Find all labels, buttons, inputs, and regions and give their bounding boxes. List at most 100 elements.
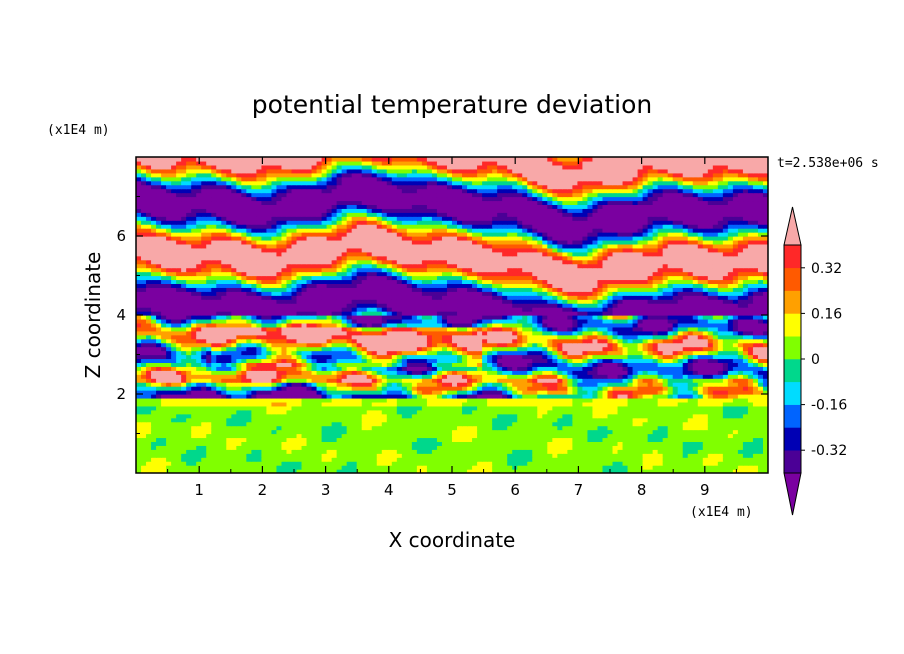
field-cell [141, 405, 147, 411]
field-cell [552, 386, 558, 391]
field-cell [617, 457, 624, 462]
field-cell [722, 326, 729, 332]
field-cell [652, 429, 659, 435]
field-cell [391, 421, 398, 427]
field-cell [472, 322, 478, 328]
field-cell [592, 326, 599, 332]
field-cell [401, 394, 408, 399]
field-cell [136, 374, 142, 379]
field-cell [682, 405, 689, 411]
field-cell [532, 409, 538, 415]
field-cell [707, 461, 714, 466]
field-cell [697, 457, 704, 462]
field-cell [532, 394, 538, 399]
field-cell [552, 370, 558, 375]
field-cell [401, 322, 408, 328]
field-cell [416, 326, 423, 332]
field-cell [707, 417, 714, 423]
field-cell [732, 465, 739, 470]
field-cell [221, 457, 227, 462]
field-cell [286, 465, 293, 470]
field-cell [552, 465, 558, 470]
field-cell [436, 394, 443, 399]
field-cell [331, 421, 338, 427]
field-cell [301, 382, 308, 387]
field-cell [251, 445, 257, 450]
field-cell [567, 461, 573, 466]
field-cell [612, 326, 619, 332]
field-cell [146, 386, 152, 391]
field-cell [637, 370, 644, 375]
field-cell [361, 469, 368, 473]
field-cell [391, 326, 398, 332]
field-cell [251, 390, 257, 395]
field-cell [271, 437, 278, 442]
field-cell [607, 405, 614, 411]
field-cell [446, 362, 453, 367]
field-cell [757, 421, 764, 427]
field-cell [151, 374, 157, 379]
field-cell [512, 346, 518, 352]
field-cell [597, 390, 604, 395]
field-cell [642, 433, 649, 439]
field-cell [181, 354, 187, 360]
field-cell [326, 409, 333, 415]
field-cell [356, 334, 363, 340]
field-cell [181, 390, 187, 395]
field-cell [156, 354, 162, 360]
field-cell [517, 429, 523, 435]
field-cell [727, 338, 734, 344]
field-cell [361, 425, 368, 431]
field-cell [697, 461, 704, 466]
field-cell [426, 417, 433, 423]
field-cell [577, 461, 584, 466]
field-cell [321, 350, 328, 356]
field-cell [582, 465, 589, 470]
field-cell [436, 358, 443, 363]
field-cell [286, 394, 293, 399]
field-cell [386, 390, 393, 395]
field-cell [522, 413, 528, 419]
field-cell [341, 445, 348, 450]
field-cell [331, 386, 338, 391]
field-cell [612, 350, 619, 356]
field-cell [697, 322, 704, 328]
field-cell [557, 461, 563, 466]
field-cell [572, 421, 578, 427]
field-cell [682, 390, 689, 395]
field-cell [416, 433, 423, 439]
field-cell [236, 457, 242, 462]
field-cell [752, 425, 759, 431]
field-cell [406, 469, 413, 473]
field-cell [251, 370, 257, 375]
field-cell [361, 334, 368, 340]
field-cell [351, 441, 358, 446]
field-cell [752, 441, 759, 446]
field-cell [261, 437, 268, 442]
field-cell [612, 457, 619, 462]
field-cell [281, 413, 288, 419]
field-cell [502, 441, 508, 446]
field-cell [467, 390, 473, 395]
field-cell [291, 386, 298, 391]
field-cell [562, 421, 568, 427]
field-cell [261, 397, 268, 403]
field-cell [532, 433, 538, 439]
field-cell [406, 322, 413, 328]
field-cell [752, 346, 759, 352]
field-cell [381, 382, 388, 387]
field-cell [657, 469, 664, 473]
field-cell [452, 457, 458, 462]
field-cell [477, 378, 483, 383]
field-cell [732, 326, 739, 332]
field-cell [567, 437, 573, 442]
field-cell [191, 469, 197, 473]
field-cell [166, 457, 172, 462]
field-cell [627, 358, 634, 363]
field-cell [737, 394, 744, 399]
field-cell [281, 425, 288, 431]
field-cell [311, 421, 318, 427]
field-cell [597, 437, 604, 442]
field-cell [326, 445, 333, 450]
field-cell [732, 318, 739, 324]
